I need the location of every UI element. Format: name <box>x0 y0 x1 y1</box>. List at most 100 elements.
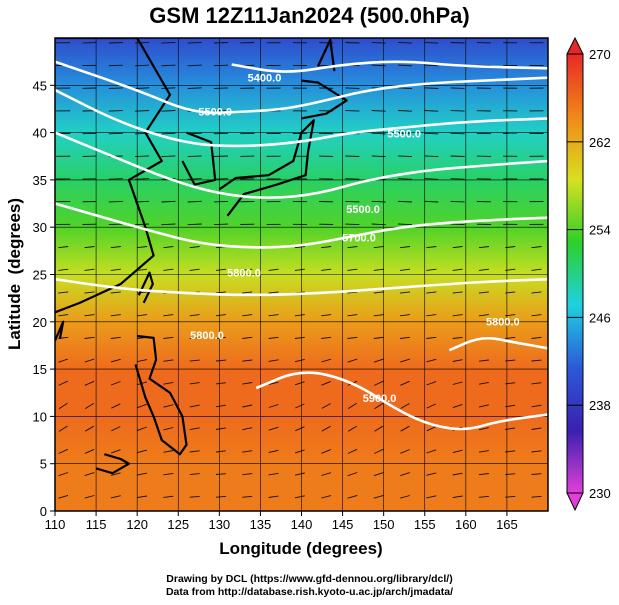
wind-vector <box>268 472 279 476</box>
wind-vector <box>452 336 463 339</box>
wind-vector <box>242 382 253 385</box>
wind-vector <box>347 291 358 294</box>
wind-vector <box>478 246 489 249</box>
wind-vector <box>426 495 437 499</box>
wind-vector <box>137 426 147 431</box>
wind-vector <box>531 382 542 385</box>
wind-vector <box>58 246 69 249</box>
wind-vector <box>110 449 121 454</box>
wind-vector <box>137 246 148 249</box>
wind-vector <box>452 246 463 249</box>
wind-vector <box>84 448 95 454</box>
wind-vector <box>426 449 437 454</box>
wind-vector <box>294 314 305 317</box>
x-tick-label: 120 <box>126 517 148 532</box>
coastline <box>218 119 315 217</box>
wind-vector <box>531 450 542 453</box>
grid-lines <box>55 38 548 511</box>
wind-vector <box>108 42 123 44</box>
wind-vector <box>58 402 68 410</box>
colorbar-tick-label: 254 <box>589 223 611 238</box>
wind-vector <box>531 314 542 317</box>
wind-vector <box>294 336 305 339</box>
wind-vector <box>58 494 69 499</box>
wind-vector <box>163 246 174 249</box>
x-tick-label: 165 <box>496 517 518 532</box>
wind-vector <box>215 382 226 385</box>
wind-vector <box>321 336 332 339</box>
wind-vector <box>108 110 123 112</box>
wind-vector <box>189 450 200 453</box>
wind-vector <box>242 336 253 339</box>
y-tick-label: 30 <box>33 220 47 235</box>
wind-vector <box>189 382 200 385</box>
wind-vector <box>215 495 227 498</box>
colorbar-tick-label: 230 <box>589 486 611 501</box>
wind-vector <box>213 132 229 135</box>
wind-vector <box>531 427 542 430</box>
x-tick-label: 135 <box>250 517 272 532</box>
wind-vector <box>108 64 123 67</box>
wind-vector <box>108 87 123 89</box>
wind-vector <box>478 427 489 431</box>
wind-vector <box>347 358 358 363</box>
wind-vector <box>424 178 439 180</box>
wind-vector <box>373 472 384 477</box>
chart-svg: 5400.0 5500.0 5500.0 5500.0 5700.0 5800.0 5800… <box>5 36 611 558</box>
wind-vector <box>400 314 411 317</box>
wind-vector <box>347 246 358 249</box>
wind-vector <box>373 268 384 271</box>
wind-vector <box>345 223 360 226</box>
wind-vector <box>452 472 463 476</box>
wind-vector <box>397 200 413 203</box>
wind-vector <box>213 110 229 112</box>
x-tick-label: 140 <box>291 517 313 532</box>
wind-vector <box>213 87 229 89</box>
wind-vector <box>242 291 253 294</box>
wind-vector <box>58 448 68 454</box>
wind-vector <box>111 426 121 432</box>
wind-vector <box>294 449 305 454</box>
wind-vector <box>424 64 439 67</box>
y-tick-label: 35 <box>33 173 47 188</box>
wind-vector <box>345 200 360 203</box>
wind-vector <box>424 41 439 44</box>
x-tick-label: 125 <box>167 517 189 532</box>
wind-vector <box>478 404 489 408</box>
wind-vector <box>426 246 437 249</box>
wind-vector <box>163 381 174 385</box>
wind-vector <box>347 494 358 499</box>
wind-vector <box>450 42 465 44</box>
wind-vector <box>137 314 148 317</box>
wind-vector <box>84 268 95 271</box>
wind-vector <box>345 178 360 180</box>
wind-vector <box>187 64 202 67</box>
wind-vector <box>321 380 331 386</box>
colorbar-lower-arrow <box>566 492 584 512</box>
x-tick-label: 155 <box>414 517 436 532</box>
contour-5400.0 <box>231 60 548 73</box>
wind-vector <box>215 427 226 430</box>
wind-vector <box>58 472 69 477</box>
y-tick-label: 20 <box>33 315 47 330</box>
wind-vector <box>213 178 229 180</box>
wind-vector <box>215 291 226 294</box>
wind-vector <box>84 472 95 477</box>
contour-5600.0 <box>55 88 548 148</box>
wind-vector <box>110 495 121 499</box>
wind-vector <box>163 472 174 476</box>
wind-vector <box>84 291 95 294</box>
wind-vector <box>345 87 360 89</box>
wind-vector <box>321 246 332 249</box>
wind-vector <box>58 291 69 294</box>
wind-vector <box>111 403 121 409</box>
contour-label: 5400.0 <box>248 73 282 85</box>
wind-vector <box>213 155 229 157</box>
wind-vector <box>242 314 253 317</box>
y-tick-label: 40 <box>33 126 47 141</box>
y-tick-label: 5 <box>40 457 47 472</box>
wind-vector <box>187 155 202 158</box>
wind-vector <box>426 336 437 339</box>
wind-vector <box>294 495 305 499</box>
wind-vector <box>531 359 542 362</box>
